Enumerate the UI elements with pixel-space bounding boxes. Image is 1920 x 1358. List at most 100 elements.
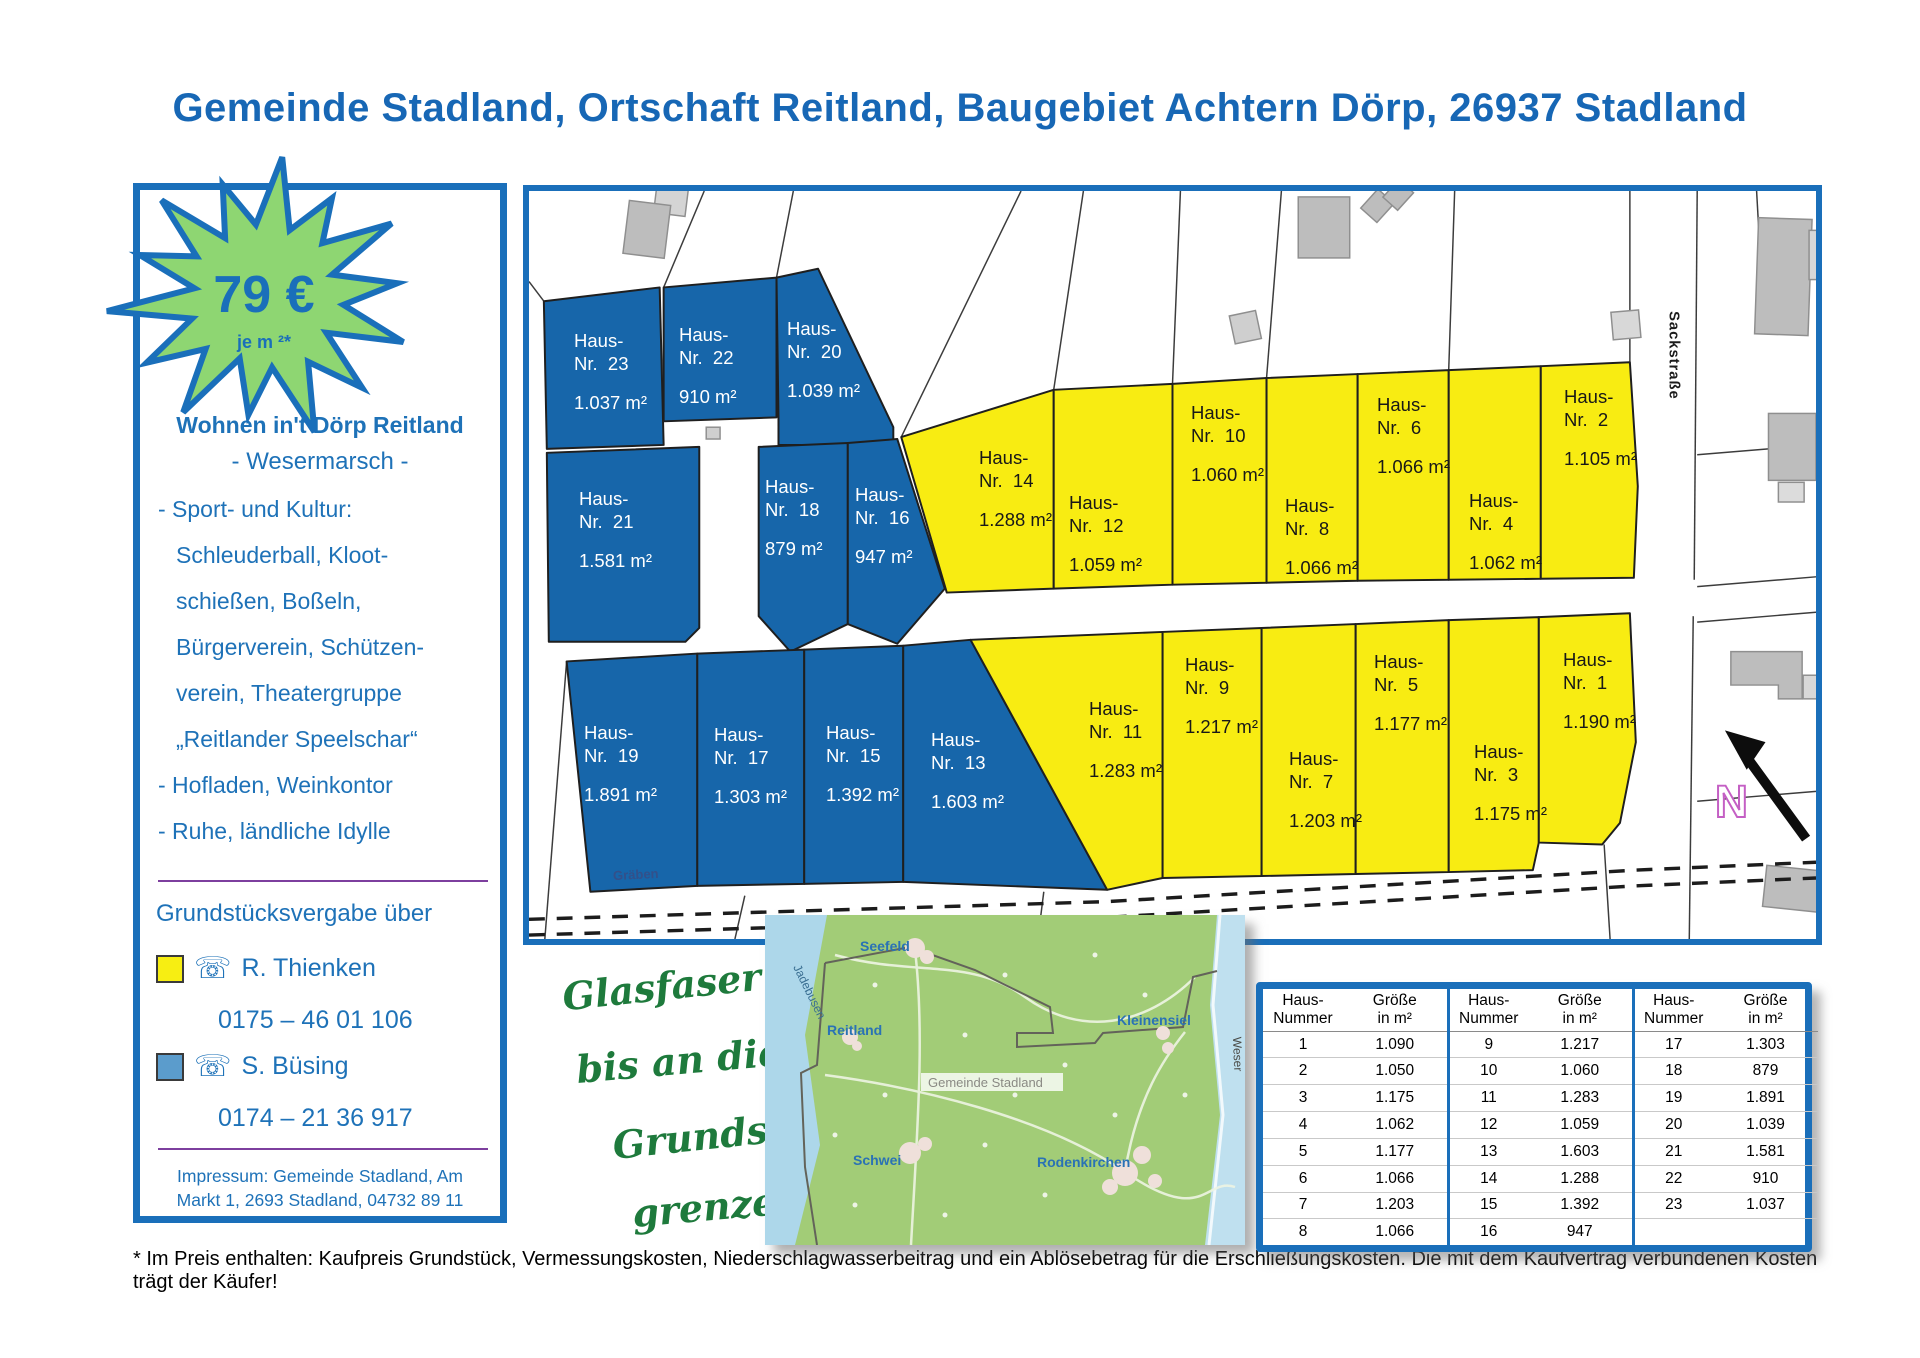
- contact-phone: 0174 – 21 36 917: [218, 1104, 413, 1132]
- price-unit-text: je m ²*: [236, 332, 291, 352]
- plot-label-haus-14: Haus- Nr. 14 1.288 m²: [979, 446, 1052, 531]
- note-line: bis an die: [574, 1029, 784, 1092]
- feature-line: - Ruhe, ländliche Idylle: [158, 818, 391, 844]
- plot-haus-21: [545, 445, 701, 643]
- table-cell: 5: [1263, 1137, 1343, 1166]
- plot-number: Haus- Nr. 7: [1289, 748, 1339, 792]
- plot-labels-layer: Gräben Haus- Nr. 23 1.037 m² Haus- Nr. 22 9…: [529, 191, 1816, 939]
- plot-label-haus-7: Haus- Nr. 7 1.203 m²: [1289, 747, 1362, 832]
- table-cell: 21: [1631, 1137, 1713, 1166]
- table-cell: 1: [1263, 1030, 1343, 1058]
- plot-area: 1.060 m²: [1191, 464, 1265, 485]
- table-cell: 910: [1713, 1164, 1818, 1192]
- plot-area: 1.303 m²: [714, 786, 788, 807]
- plot-number: Haus- Nr. 17: [714, 724, 769, 768]
- scatter-dots: [832, 952, 1188, 1218]
- yellow-plots: [900, 361, 1639, 891]
- table-cell: 1.288: [1528, 1164, 1633, 1192]
- table-cell: 16: [1446, 1218, 1528, 1245]
- plot-number: Haus- Nr. 3: [1474, 741, 1524, 785]
- telephone-icon: ☏: [194, 951, 232, 985]
- table-cell: [1631, 1218, 1713, 1245]
- divider-line: [158, 1148, 488, 1150]
- settlement-clusters: [842, 938, 1174, 1195]
- plot-number: Haus- Nr. 5: [1374, 651, 1424, 695]
- feature-line: - Hofladen, Weinkontor: [158, 772, 393, 798]
- plot-label-haus-1: Haus- Nr. 1 1.190 m²: [1563, 648, 1636, 733]
- inset-town-labels: Seefeld Reitland Kleinensiel Schwei Rode…: [827, 938, 1191, 1170]
- table-cell: [1713, 1218, 1818, 1245]
- table-cell: 1.891: [1713, 1084, 1818, 1112]
- col-header: Haus- Nummer: [1263, 989, 1343, 1032]
- table-cell: 1.066: [1343, 1164, 1448, 1192]
- plot-label-haus-13: Haus- Nr. 13 1.603 m²: [931, 728, 1004, 813]
- table-row: 4 1.062 12 1.059 20 1.039: [1263, 1111, 1818, 1139]
- table-cell: 1.175: [1343, 1084, 1448, 1112]
- table-row: 5 1.177 13 1.603 21 1.581: [1263, 1137, 1818, 1166]
- plot-label-haus-5: Haus- Nr. 5 1.177 m²: [1374, 650, 1447, 735]
- plot-area: 1.288 m²: [979, 509, 1053, 530]
- plot-label-haus-20: Haus- Nr. 20 1.039 m²: [787, 317, 860, 402]
- plot-area: 1.581 m²: [579, 550, 653, 571]
- plot-number: Haus- Nr. 13: [931, 729, 986, 773]
- plot-area: 1.392 m²: [826, 784, 900, 805]
- plot-label-haus-12: Haus- Nr. 12 1.059 m²: [1069, 491, 1142, 576]
- divider-line: [158, 880, 488, 882]
- telephone-icon: ☏: [194, 1049, 232, 1083]
- feature-line: „Reitlander Speelschar“: [176, 726, 418, 752]
- plot-area: 1.203 m²: [1289, 810, 1363, 831]
- contact-name: R. Thienken: [241, 954, 376, 982]
- plot-number: Haus- Nr. 19: [584, 722, 639, 766]
- table-cell: 1.060: [1528, 1057, 1633, 1085]
- plot-label-haus-3: Haus- Nr. 3 1.175 m²: [1474, 740, 1547, 825]
- plot-haus-16: [846, 438, 946, 645]
- inset-roads: [824, 949, 1236, 1245]
- plot-haus-2: [1539, 361, 1639, 580]
- yellow-plot-swatch: [156, 954, 184, 983]
- table-cell: 1.062: [1343, 1111, 1448, 1139]
- table-cell: 15: [1446, 1191, 1528, 1219]
- town-label-kleinensiel: Kleinensiel: [1117, 1012, 1191, 1028]
- table-cell: 1.066: [1343, 1218, 1448, 1245]
- plot-area: 1.190 m²: [1563, 711, 1637, 732]
- table-cell: 1.283: [1528, 1084, 1633, 1112]
- table-cell: 10: [1446, 1057, 1528, 1085]
- table-cell: 19: [1631, 1084, 1713, 1112]
- plot-area: 1.283 m²: [1089, 760, 1163, 781]
- plot-number: Haus- Nr. 11: [1089, 698, 1143, 742]
- plot-number: Haus- Nr. 18: [765, 476, 820, 520]
- table-cell: 9: [1446, 1030, 1528, 1058]
- impressum-text: Impressum: Gemeinde Stadland, Am Markt 1…: [176, 1166, 464, 1210]
- table-cell: 13: [1446, 1137, 1528, 1166]
- plot-area: 1.891 m²: [584, 784, 658, 805]
- plot-haus-23: [542, 286, 665, 450]
- contact-row-thienken: ☏ R. Thienken: [140, 951, 516, 985]
- plot-area: 1.175 m²: [1474, 803, 1548, 824]
- table-cell: 1.392: [1528, 1191, 1633, 1219]
- weser-label: Weser: [1230, 1037, 1245, 1072]
- table-cell: 11: [1446, 1084, 1528, 1112]
- table-row: 2 1.050 10 1.060 18 879: [1263, 1057, 1818, 1085]
- plot-number: Haus- Nr. 2: [1564, 386, 1614, 430]
- plot-number: Haus- Nr. 22: [679, 324, 734, 368]
- price-footnote: * Im Preis enthalten: Kaufpreis Grundstü…: [133, 1248, 1818, 1293]
- col-header: Größe in m²: [1343, 989, 1448, 1032]
- table-cell: 1.037: [1713, 1191, 1818, 1219]
- col-header: Größe in m²: [1528, 989, 1633, 1032]
- plot-label-haus-22: Haus- Nr. 22 910 m²: [679, 323, 737, 408]
- plot-label-haus-6: Haus- Nr. 6 1.066 m²: [1377, 393, 1450, 478]
- note-line: Glasfaser: [560, 953, 764, 1020]
- table-cell: 12: [1446, 1111, 1528, 1139]
- street-label: Sackstraße: [1665, 311, 1681, 400]
- table-row: 1 1.090 9 1.217 17 1.303: [1263, 1030, 1818, 1058]
- town-label-rodenkirchen: Rodenkirchen: [1037, 1154, 1130, 1170]
- north-label: N: [1715, 776, 1748, 827]
- table-cell: 1.581: [1713, 1137, 1818, 1166]
- plot-number: Haus- Nr. 14: [979, 447, 1034, 491]
- plot-haus-3: [1447, 616, 1540, 874]
- table-cell: 1.177: [1343, 1137, 1448, 1166]
- plot-number: Haus- Nr. 4: [1469, 490, 1519, 534]
- table-cell: 1.059: [1528, 1111, 1633, 1139]
- table-cell: 1.090: [1343, 1030, 1448, 1058]
